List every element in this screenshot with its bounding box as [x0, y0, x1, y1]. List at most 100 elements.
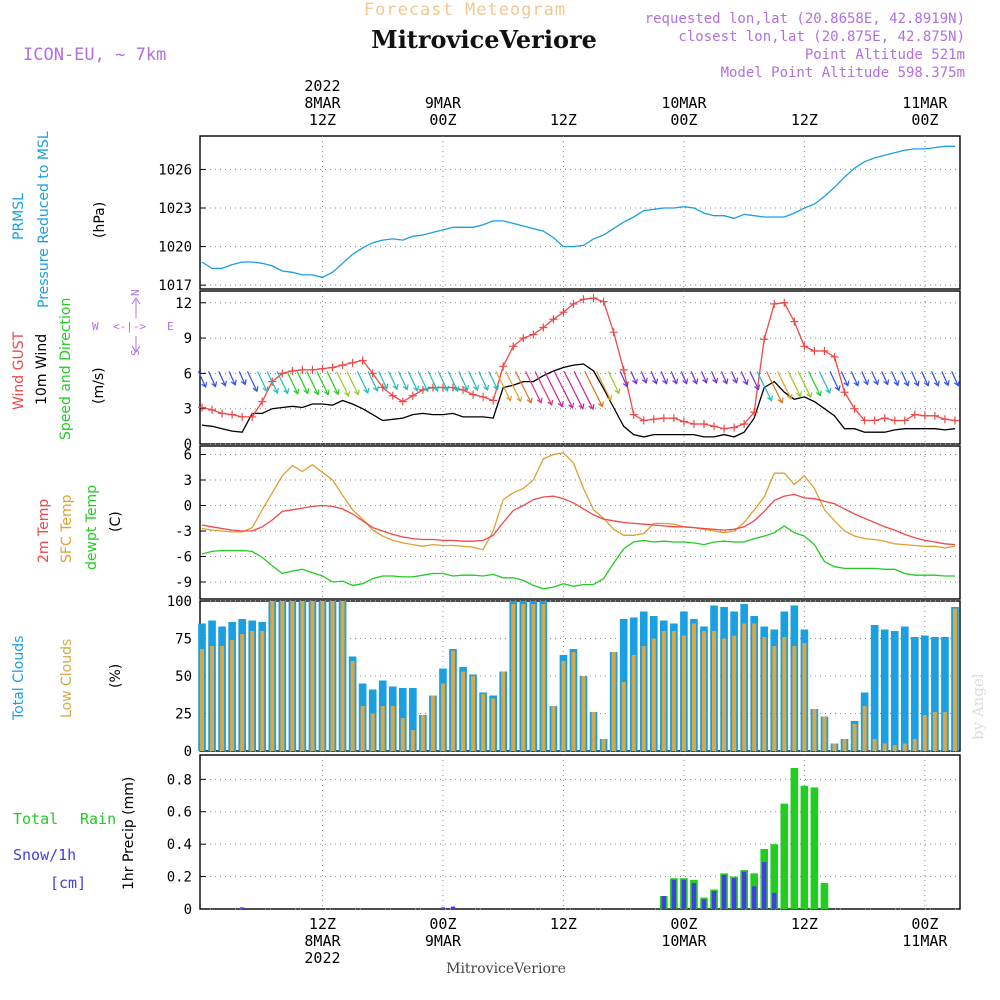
wind-arrowhead: [614, 388, 621, 395]
low-cloud-bar: [250, 631, 255, 751]
wind-arrow: [595, 371, 612, 401]
low-cloud-bar: [290, 601, 295, 751]
compass-ns-line: [131, 297, 141, 353]
gust-marker: [228, 410, 237, 419]
top-time-label: 10MAR: [661, 94, 707, 112]
wind-arrow: [818, 371, 831, 394]
gust-marker: [790, 317, 799, 326]
y-tick-label: 75: [175, 632, 192, 648]
wind-arrowhead: [516, 396, 523, 403]
wind-arrowhead: [825, 387, 832, 394]
wind-arrow: [378, 371, 388, 389]
total-cloud-bar: [921, 635, 929, 751]
y-tick-label: -3: [175, 524, 192, 540]
gust-marker: [820, 347, 829, 356]
wind-arrowhead: [220, 380, 227, 387]
wind-arrowhead: [240, 379, 247, 386]
closest-coords: closest lon,lat (20.875E, 42.875N): [678, 29, 965, 45]
wind-arrow: [921, 371, 929, 386]
low-cloud-bar: [922, 715, 927, 751]
watermark: by Angel: [969, 673, 987, 740]
gust-marker: [218, 409, 227, 418]
gust-marker: [519, 334, 528, 343]
wind-arrow: [680, 371, 688, 384]
wind-arrow: [808, 371, 821, 396]
wind-arrowhead: [463, 384, 470, 392]
wind-arrowhead: [913, 380, 920, 387]
top-time-label: 2022: [304, 77, 340, 95]
wind-arrowhead: [313, 389, 320, 396]
y-tick-label: 25: [175, 707, 192, 723]
gust-marker: [308, 365, 317, 374]
wind-arrow: [563, 371, 584, 409]
wind-arrowhead: [211, 381, 218, 388]
wind-arrowhead: [423, 386, 430, 393]
snow-bar: [661, 896, 667, 909]
top-time-label: 9MAR: [425, 94, 462, 112]
total-cloud-bar: [911, 637, 919, 751]
low-cloud-bar: [340, 601, 345, 751]
wind-arrowhead: [283, 388, 290, 395]
chart-subtitle: Forecast Meteogram: [364, 0, 566, 20]
wind-arrow: [881, 371, 889, 385]
gust-marker: [950, 416, 959, 425]
gust-marker: [850, 404, 859, 413]
low-cloud-bar: [882, 743, 887, 751]
y-tick-label: 50: [175, 669, 192, 685]
gust-marker: [328, 363, 337, 372]
low-cloud-bar: [832, 743, 837, 751]
y-tick-label: 12: [175, 296, 192, 312]
wind-arrowhead: [252, 386, 259, 393]
wind-arrowhead: [893, 380, 900, 387]
snow-bar: [772, 892, 777, 909]
wind-arrowhead: [201, 381, 208, 389]
wind-arrowhead: [606, 395, 613, 402]
wind-arrowhead: [873, 379, 880, 386]
wind-arrow: [296, 371, 309, 394]
wind-arrowhead: [641, 377, 648, 384]
wind-arrow: [650, 371, 658, 384]
panel-precipitation: 0 0.2 0.4 0.6 0.8: [167, 754, 961, 918]
wind-arrowhead: [303, 388, 310, 395]
wind-arrow: [951, 371, 959, 386]
low-cloud-bar: [400, 718, 405, 751]
compass-we-line: <-|->: [113, 320, 146, 333]
y-tick-label: 9: [184, 331, 192, 347]
model-altitude: Model Point Altitude 598.375m: [721, 65, 965, 81]
panel-frame: [199, 754, 961, 910]
low-cloud-bar: [220, 646, 225, 751]
bottom-time-label: 00Z: [670, 915, 697, 933]
y-tick-label: 100: [167, 594, 192, 610]
wind-arrowhead: [293, 388, 300, 395]
low-cloud-bar: [812, 709, 817, 751]
gust-marker: [459, 385, 468, 394]
y-tick-label: -9: [175, 575, 192, 591]
gust-marker: [619, 365, 628, 374]
wind-arrowhead: [903, 380, 910, 387]
low-cloud-bar: [752, 623, 757, 751]
wind-arrowhead: [597, 401, 604, 408]
rain-bar: [770, 844, 779, 909]
gust-marker: [599, 297, 608, 306]
gust-marker: [800, 342, 809, 351]
bottom-time-label: 12Z: [791, 915, 818, 933]
low-cloud-bar: [912, 739, 917, 751]
requested-coords: requested lon,lat (20.8658E, 42.8919N): [645, 11, 965, 27]
top-time-label: 12Z: [550, 111, 577, 129]
wind-arrow: [447, 371, 459, 392]
wind-arrow: [208, 371, 217, 387]
low-cloud-bar: [651, 638, 656, 751]
chart-title: MitroviceVeriore: [371, 25, 597, 54]
wind-arrow: [407, 371, 418, 392]
low-cloud-bar: [681, 635, 686, 751]
wind-arrowhead: [767, 395, 774, 402]
panel-frame: [199, 445, 961, 600]
label-sfc-temp: SFC Temp: [59, 494, 75, 563]
y-tick-label: 6: [184, 366, 192, 382]
wind-arrow: [690, 371, 698, 384]
wind-arrow: [514, 371, 532, 403]
gust-marker: [710, 422, 719, 431]
2m-temp-line: [201, 493, 956, 546]
label-snow-unit: [cm]: [50, 874, 86, 892]
